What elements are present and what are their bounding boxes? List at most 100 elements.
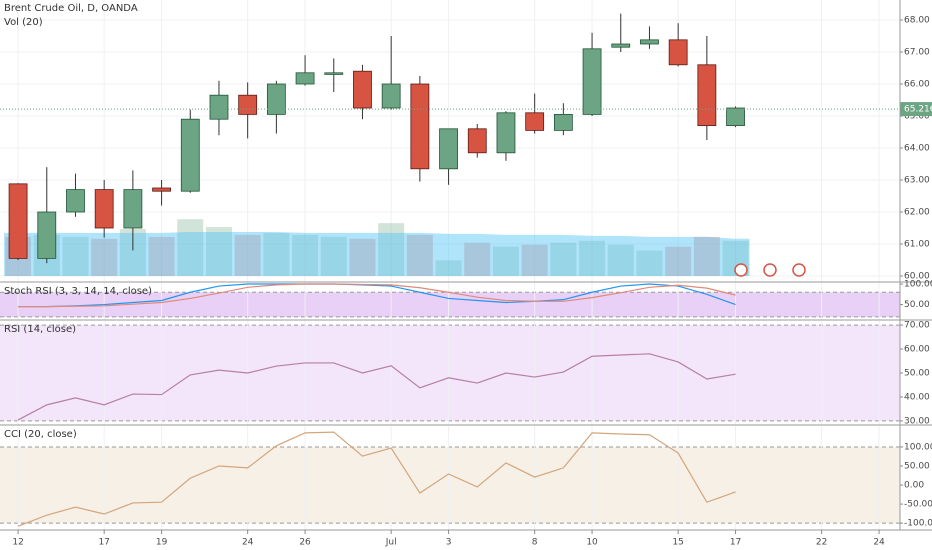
x-tick-label: 17 [730,538,741,548]
candle-body [94,189,114,229]
volume-bar [263,232,290,276]
candle-body [123,189,143,229]
event-icon [763,263,777,277]
indicator-line [18,283,736,308]
y-tick-label: 63.00 [904,176,930,186]
volume-bar [148,236,175,276]
band [0,292,900,317]
volume-bar [62,236,89,276]
volume-bar [636,250,663,276]
y-tick-label: 66.00 [904,80,930,90]
band [0,446,900,524]
candle-body [353,70,372,109]
volume-bar [378,223,405,276]
x-tick-label: 24 [242,538,254,548]
volume-bar [492,246,519,276]
candle-body [180,118,200,192]
x-tick-label: 26 [299,538,311,548]
candle-body [668,39,688,66]
candle-body [582,48,602,115]
x-tick-label: 8 [532,538,538,548]
indicator-line [18,283,736,308]
candle-body [525,112,545,131]
volume-bar [665,246,692,276]
pane-title: RSI (14, close) [4,324,76,335]
volume-bar [435,260,462,276]
y-tick-label: 40.00 [904,392,930,402]
candle-body [8,183,28,259]
x-tick-label: 10 [586,538,598,548]
y-tick-label: 68.00 [904,16,930,26]
volume-bar [579,240,606,276]
y-tick-label: 67.00 [904,48,930,58]
volume-bar [320,236,347,276]
candle-body [467,128,487,154]
x-tick-label: 17 [98,538,109,548]
x-tick-label: 24 [873,538,885,548]
volume-bar [177,219,204,276]
candle-body [410,83,430,170]
candle-body [295,72,315,85]
candle-body [266,83,286,115]
volume-bar [234,234,261,276]
volume-bar [91,238,118,276]
candle-body [238,94,258,115]
price-label-bg [900,102,932,117]
volume-bar [464,242,491,276]
candle-body [611,43,631,48]
pane-title: CCI (20, close) [4,429,77,440]
event-icon [734,263,748,277]
x-tick-label: Jul [385,538,397,548]
volume-bar [607,244,634,276]
candle-body [553,114,573,131]
volume-bar [550,242,577,276]
event-icon [792,263,806,277]
volume-bar [693,236,720,276]
volume-bar [521,244,548,276]
volume-title: Vol (20) [4,17,43,28]
y-tick-label: 50.00 [904,462,930,472]
candle-body [324,72,344,75]
y-tick-label: 70.00 [904,321,930,331]
volume-bar [292,234,319,276]
pane-title: Stoch RSI (3, 3, 14, 14, close) [4,286,152,297]
indicator-line [17,431,736,527]
y-tick-label: 60.00 [904,272,930,282]
candle-body [439,128,458,170]
y-tick-label: 60.00 [904,345,930,355]
candle-body [496,112,516,154]
y-tick-label: 65.00 [904,112,930,122]
x-tick-label: 3 [446,538,452,548]
y-tick-label: 100.00 [904,442,932,452]
candle-body [726,107,745,127]
band [0,325,900,421]
volume-bar [205,227,232,276]
y-tick-label: 61.00 [904,240,930,250]
candle-body [209,94,229,120]
x-tick-label: 12 [12,538,23,548]
y-tick-label: 50.00 [904,300,930,310]
candle-body [381,83,401,109]
y-tick-label: 100.00 [904,280,932,290]
x-tick-label: 19 [156,538,168,548]
candle-body [37,211,57,259]
y-tick-label: 64.00 [904,144,930,154]
volume-bar [349,238,376,276]
y-tick-label: 50.00 [904,369,930,379]
volume-bar [406,234,433,276]
candle-body [697,64,717,127]
y-tick-label: 0.00 [904,481,924,491]
candle-body [66,189,85,213]
y-tick-label: -50.00 [904,500,932,510]
candle-body [152,187,171,192]
x-tick-label: 15 [672,538,683,548]
y-tick-label: 62.00 [904,208,930,218]
indicator-line [17,353,736,421]
price-label: 65.216 [904,105,932,115]
x-tick-label: 22 [816,538,827,548]
pane-title: Brent Crude Oil, D, OANDA [4,3,138,14]
y-tick-label: 30.00 [904,416,930,426]
volume-ma-area [4,231,750,276]
candle-body [640,39,659,45]
